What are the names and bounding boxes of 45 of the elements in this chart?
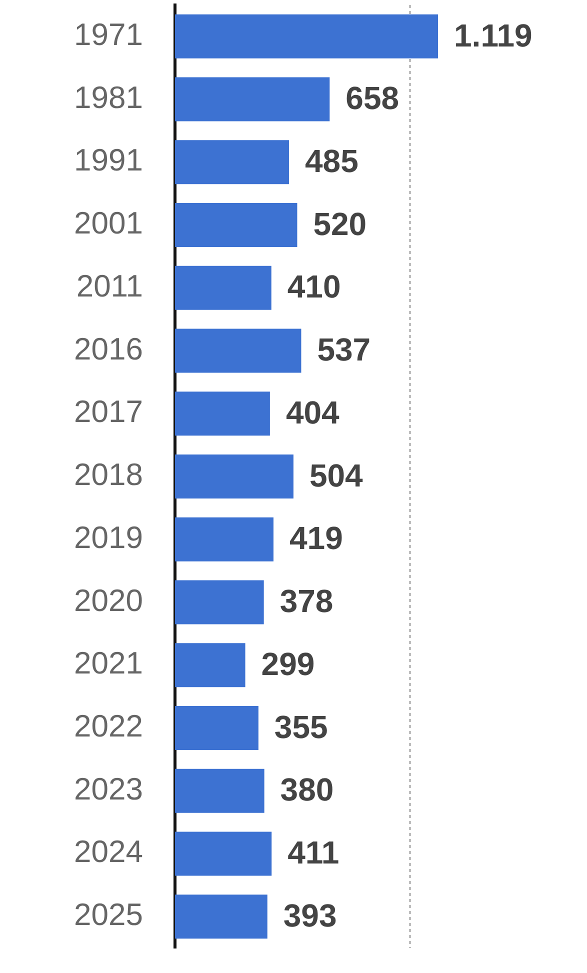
data-label: 1.119 bbox=[454, 17, 532, 54]
y-tick-label: 2025 bbox=[74, 897, 143, 932]
data-label: 378 bbox=[280, 583, 334, 620]
data-label: 299 bbox=[261, 646, 315, 682]
y-tick-label: 2022 bbox=[74, 708, 143, 744]
data-label: 485 bbox=[304, 142, 358, 179]
y-tick-label: 2017 bbox=[74, 394, 143, 430]
y-tick-label: 2001 bbox=[74, 206, 143, 241]
bar bbox=[175, 392, 270, 436]
data-label: 404 bbox=[286, 394, 340, 430]
data-label: 520 bbox=[313, 206, 367, 242]
y-tick-label: 2024 bbox=[74, 834, 143, 870]
bar bbox=[175, 203, 298, 248]
bar bbox=[175, 266, 272, 310]
bar bbox=[175, 643, 246, 688]
data-label: 355 bbox=[274, 708, 328, 745]
bar bbox=[175, 77, 330, 122]
data-label: 393 bbox=[283, 897, 337, 934]
y-tick-label: 1991 bbox=[74, 142, 143, 178]
y-tick-label: 2023 bbox=[74, 771, 143, 806]
data-label: 419 bbox=[289, 520, 343, 556]
y-tick-label: 2021 bbox=[74, 646, 143, 681]
bar bbox=[175, 894, 268, 939]
y-tick-label: 2016 bbox=[74, 331, 143, 366]
data-label: 380 bbox=[280, 772, 334, 808]
bar bbox=[175, 768, 264, 813]
bar bbox=[175, 140, 289, 184]
bar bbox=[175, 517, 274, 562]
data-label: 658 bbox=[346, 80, 400, 116]
bar bbox=[175, 454, 294, 499]
y-tick-label: 1981 bbox=[74, 80, 143, 115]
y-tick-label: 2018 bbox=[74, 457, 143, 492]
y-tick-label: 1971 bbox=[74, 16, 143, 52]
data-label: 411 bbox=[288, 834, 340, 871]
bar bbox=[175, 832, 272, 876]
data-label: 410 bbox=[287, 268, 341, 305]
y-tick-label: 2020 bbox=[74, 582, 143, 618]
bar bbox=[175, 328, 302, 373]
y-tick-label: 2011 bbox=[76, 268, 143, 304]
data-label: 504 bbox=[309, 457, 364, 494]
bar bbox=[175, 14, 438, 58]
bar bbox=[175, 580, 264, 624]
data-label: 537 bbox=[317, 332, 371, 368]
y-tick-label: 2019 bbox=[74, 520, 143, 555]
bar bbox=[175, 706, 258, 750]
